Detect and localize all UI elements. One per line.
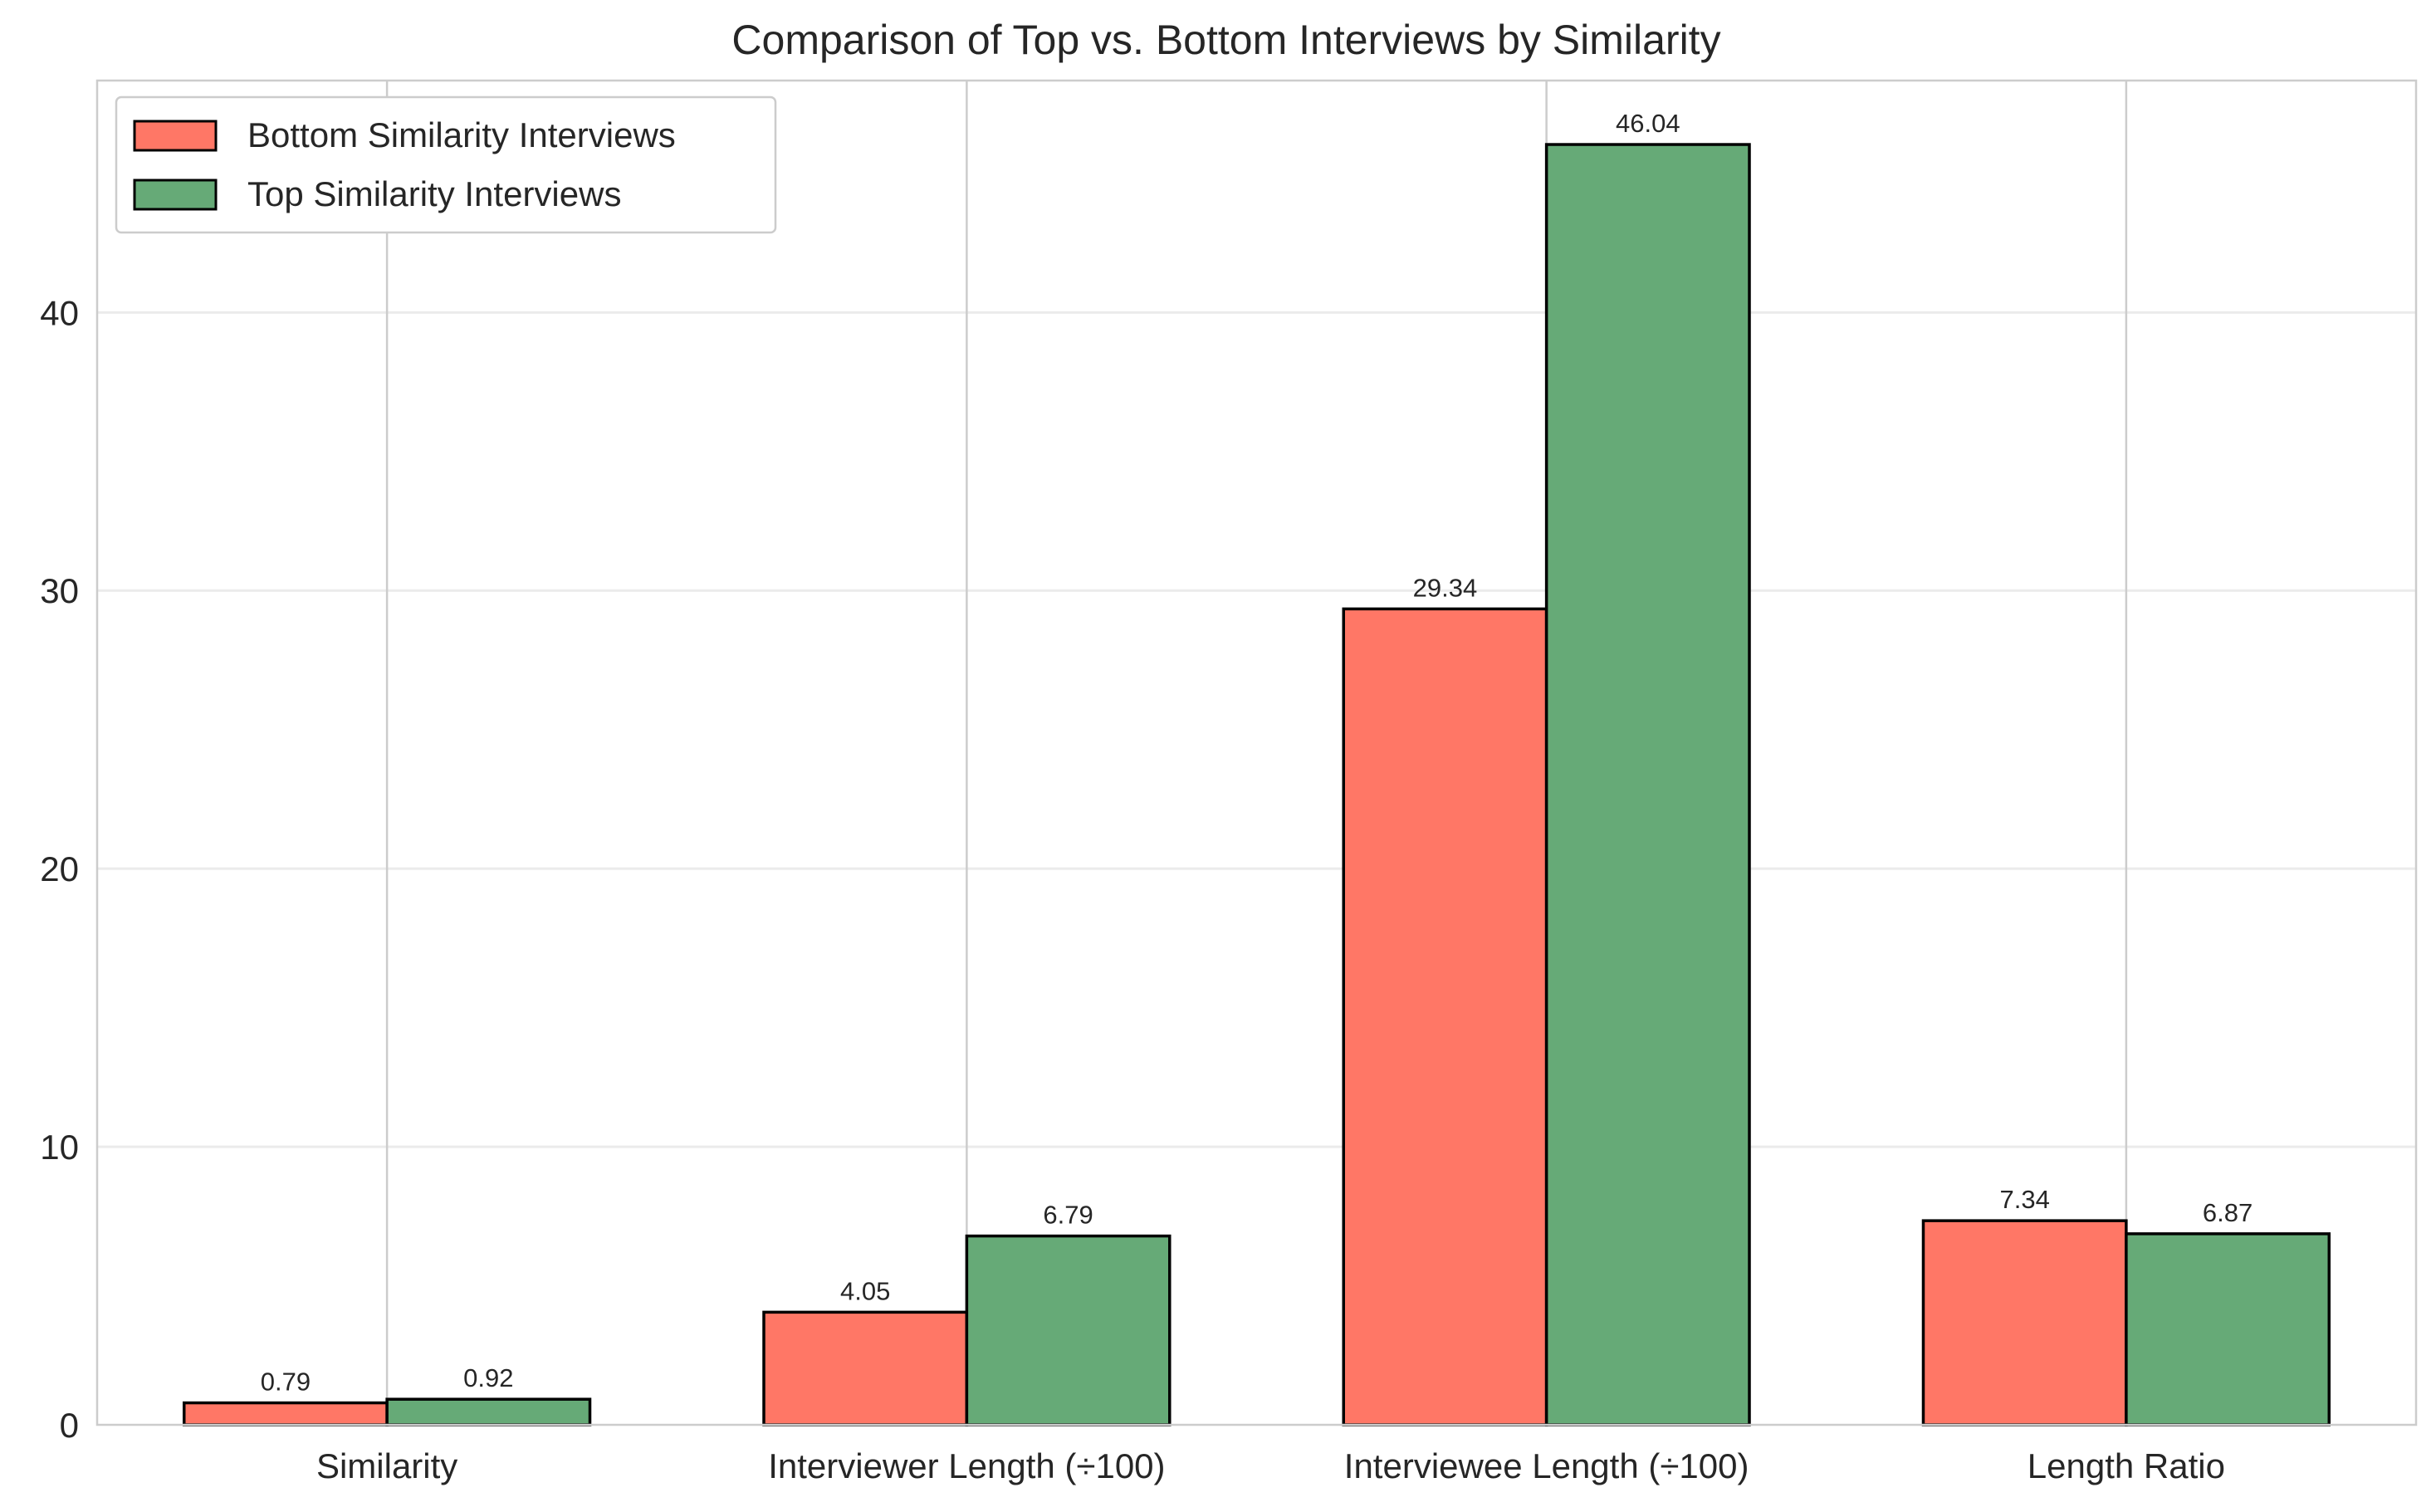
chart-title: Comparison of Top vs. Bottom Interviews … bbox=[731, 17, 1720, 63]
y-tick-label: 10 bbox=[40, 1128, 79, 1167]
legend-box bbox=[115, 95, 777, 234]
bar-value-label: 29.34 bbox=[1413, 573, 1478, 602]
legend-swatch bbox=[133, 120, 218, 152]
bar-labels: 0.79 4.05 29.34 7.34 0.92 6.79 46.04 6.87 bbox=[261, 109, 2253, 1397]
bars bbox=[182, 143, 2331, 1426]
bar bbox=[965, 1234, 1172, 1426]
bar bbox=[762, 1310, 969, 1426]
bar-value-label: 0.79 bbox=[261, 1368, 311, 1397]
legend-label: Bottom Similarity Interviews bbox=[247, 115, 676, 154]
legend-label: Top Similarity Interviews bbox=[247, 174, 621, 213]
bar-value-label: 0.92 bbox=[463, 1363, 513, 1392]
bar bbox=[2125, 1232, 2331, 1426]
axes: 0 10 20 30 40 Similarity Interviewer Length (÷… bbox=[40, 79, 2418, 1485]
y-tick-label: 0 bbox=[60, 1406, 79, 1445]
bar bbox=[1342, 607, 1548, 1426]
plot-frame bbox=[95, 79, 2418, 1426]
bar-value-label: 7.34 bbox=[2000, 1185, 2050, 1214]
x-tick-label: Interviewee Length (÷100) bbox=[1344, 1446, 1749, 1485]
bar bbox=[182, 1401, 389, 1426]
legend-swatch bbox=[133, 179, 218, 211]
bar bbox=[385, 1397, 592, 1426]
x-tick-label: Interviewer Length (÷100) bbox=[768, 1446, 1165, 1485]
x-tick-label: Similarity bbox=[316, 1446, 457, 1485]
bar-value-label: 4.05 bbox=[840, 1276, 890, 1305]
bar bbox=[1921, 1219, 2128, 1426]
y-tick-label: 30 bbox=[40, 571, 79, 610]
bar-value-label: 46.04 bbox=[1616, 109, 1680, 138]
bar-value-label: 6.87 bbox=[2203, 1198, 2253, 1227]
bar bbox=[1544, 143, 1751, 1426]
x-tick-label: Length Ratio bbox=[2028, 1446, 2225, 1485]
bar-value-label: 6.79 bbox=[1043, 1201, 1093, 1230]
y-tick-label: 20 bbox=[40, 849, 79, 888]
y-tick-label: 40 bbox=[40, 293, 79, 332]
legend: Bottom Similarity Interviews Top Similari… bbox=[115, 95, 777, 234]
